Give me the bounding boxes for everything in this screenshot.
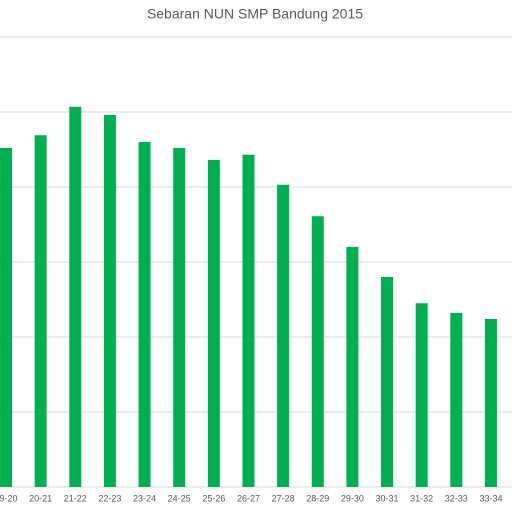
x-tick-label: 20-21 — [29, 493, 52, 503]
x-tick-label: 30-31 — [376, 493, 399, 503]
x-tick-label: 31-32 — [410, 493, 433, 503]
x-tick-label: 29-30 — [341, 493, 364, 503]
x-tick-label: 25-26 — [202, 493, 225, 503]
bar — [381, 277, 394, 487]
x-tick-label: 21-22 — [64, 493, 87, 503]
x-tick-label: 26-27 — [237, 493, 260, 503]
bar — [450, 313, 463, 487]
x-tick-label: 27-28 — [272, 493, 295, 503]
x-tick-label: 24-25 — [168, 493, 191, 503]
bar — [346, 247, 359, 487]
bar — [138, 142, 151, 487]
x-tick-label: 23-24 — [133, 493, 156, 503]
bar — [207, 160, 220, 487]
bar — [311, 216, 324, 487]
x-tick-label: 19-20 — [0, 493, 18, 503]
x-tick-label: 28-29 — [306, 493, 329, 503]
bar — [277, 184, 290, 487]
x-tick-label: 22-23 — [98, 493, 121, 503]
bar — [173, 148, 186, 487]
bar — [69, 106, 82, 487]
chart-title: Sebaran NUN SMP Bandung 2015 — [147, 6, 363, 22]
bar — [484, 319, 497, 487]
x-tick-label: 32-33 — [445, 493, 468, 503]
x-tick-label: 33-34 — [479, 493, 502, 503]
bar — [103, 115, 116, 487]
bar — [0, 148, 12, 487]
bar — [242, 154, 255, 487]
bar — [415, 303, 428, 487]
bar — [34, 135, 47, 487]
